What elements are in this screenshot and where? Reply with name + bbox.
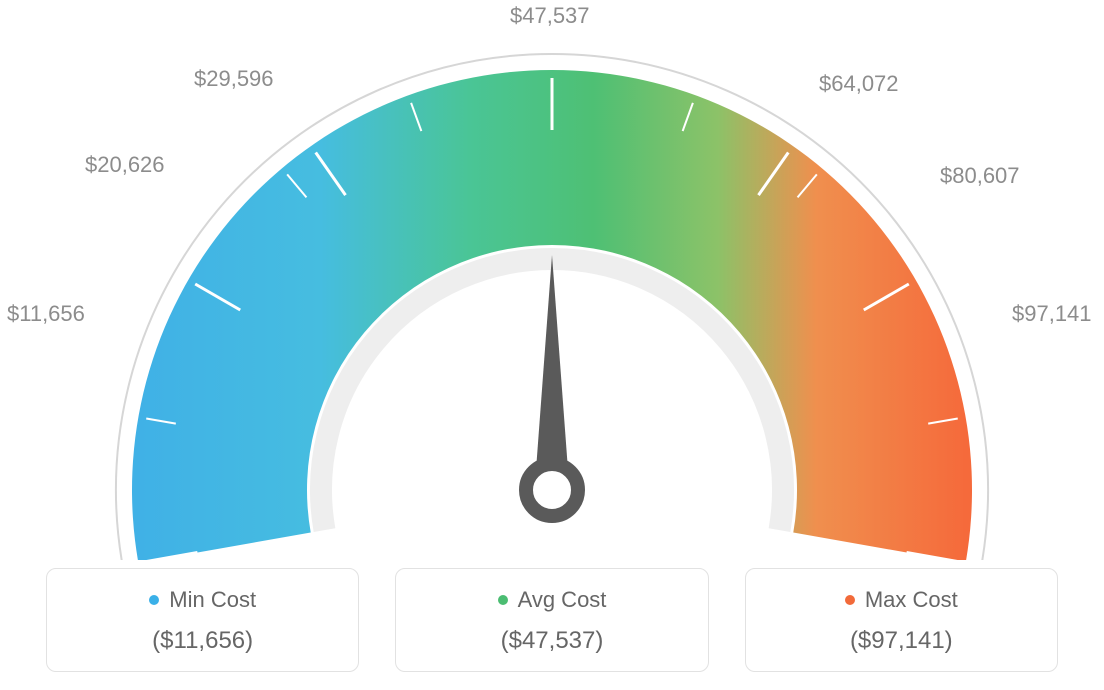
legend-box-max: Max Cost ($97,141)	[745, 568, 1058, 672]
legend-dot-avg	[498, 595, 508, 605]
legend-title-max: Max Cost	[845, 587, 958, 613]
gauge-scale-label: $20,626	[85, 152, 165, 178]
legend-title-avg: Avg Cost	[498, 587, 607, 613]
legend-value-min: ($11,656)	[57, 627, 348, 655]
legend-title-max-text: Max Cost	[865, 587, 958, 613]
gauge-scale-label: $11,656	[7, 301, 85, 327]
gauge-hub	[526, 464, 578, 516]
cost-gauge-widget: $11,656 $20,626 $29,596 $47,537 $64,072 $80,6…	[0, 0, 1104, 690]
gauge-area: $11,656 $20,626 $29,596 $47,537 $64,072 $80,6…	[0, 0, 1104, 560]
legend-value-avg: ($47,537)	[406, 627, 697, 655]
legend-dot-max	[845, 595, 855, 605]
legend-row: Min Cost ($11,656) Avg Cost ($47,537) Ma…	[46, 568, 1058, 672]
legend-value-max: ($97,141)	[756, 627, 1047, 655]
legend-title-min: Min Cost	[149, 587, 256, 613]
gauge-scale-label: $47,537	[510, 3, 590, 29]
gauge-scale-label: $29,596	[194, 66, 274, 92]
gauge-scale-label: $97,141	[1012, 301, 1092, 327]
legend-box-avg: Avg Cost ($47,537)	[395, 568, 708, 672]
gauge-scale-label: $64,072	[819, 71, 899, 97]
legend-title-min-text: Min Cost	[169, 587, 256, 613]
gauge-scale-label: $80,607	[940, 163, 1020, 189]
legend-box-min: Min Cost ($11,656)	[46, 568, 359, 672]
legend-title-avg-text: Avg Cost	[518, 587, 607, 613]
legend-dot-min	[149, 595, 159, 605]
gauge-svg	[0, 0, 1104, 560]
